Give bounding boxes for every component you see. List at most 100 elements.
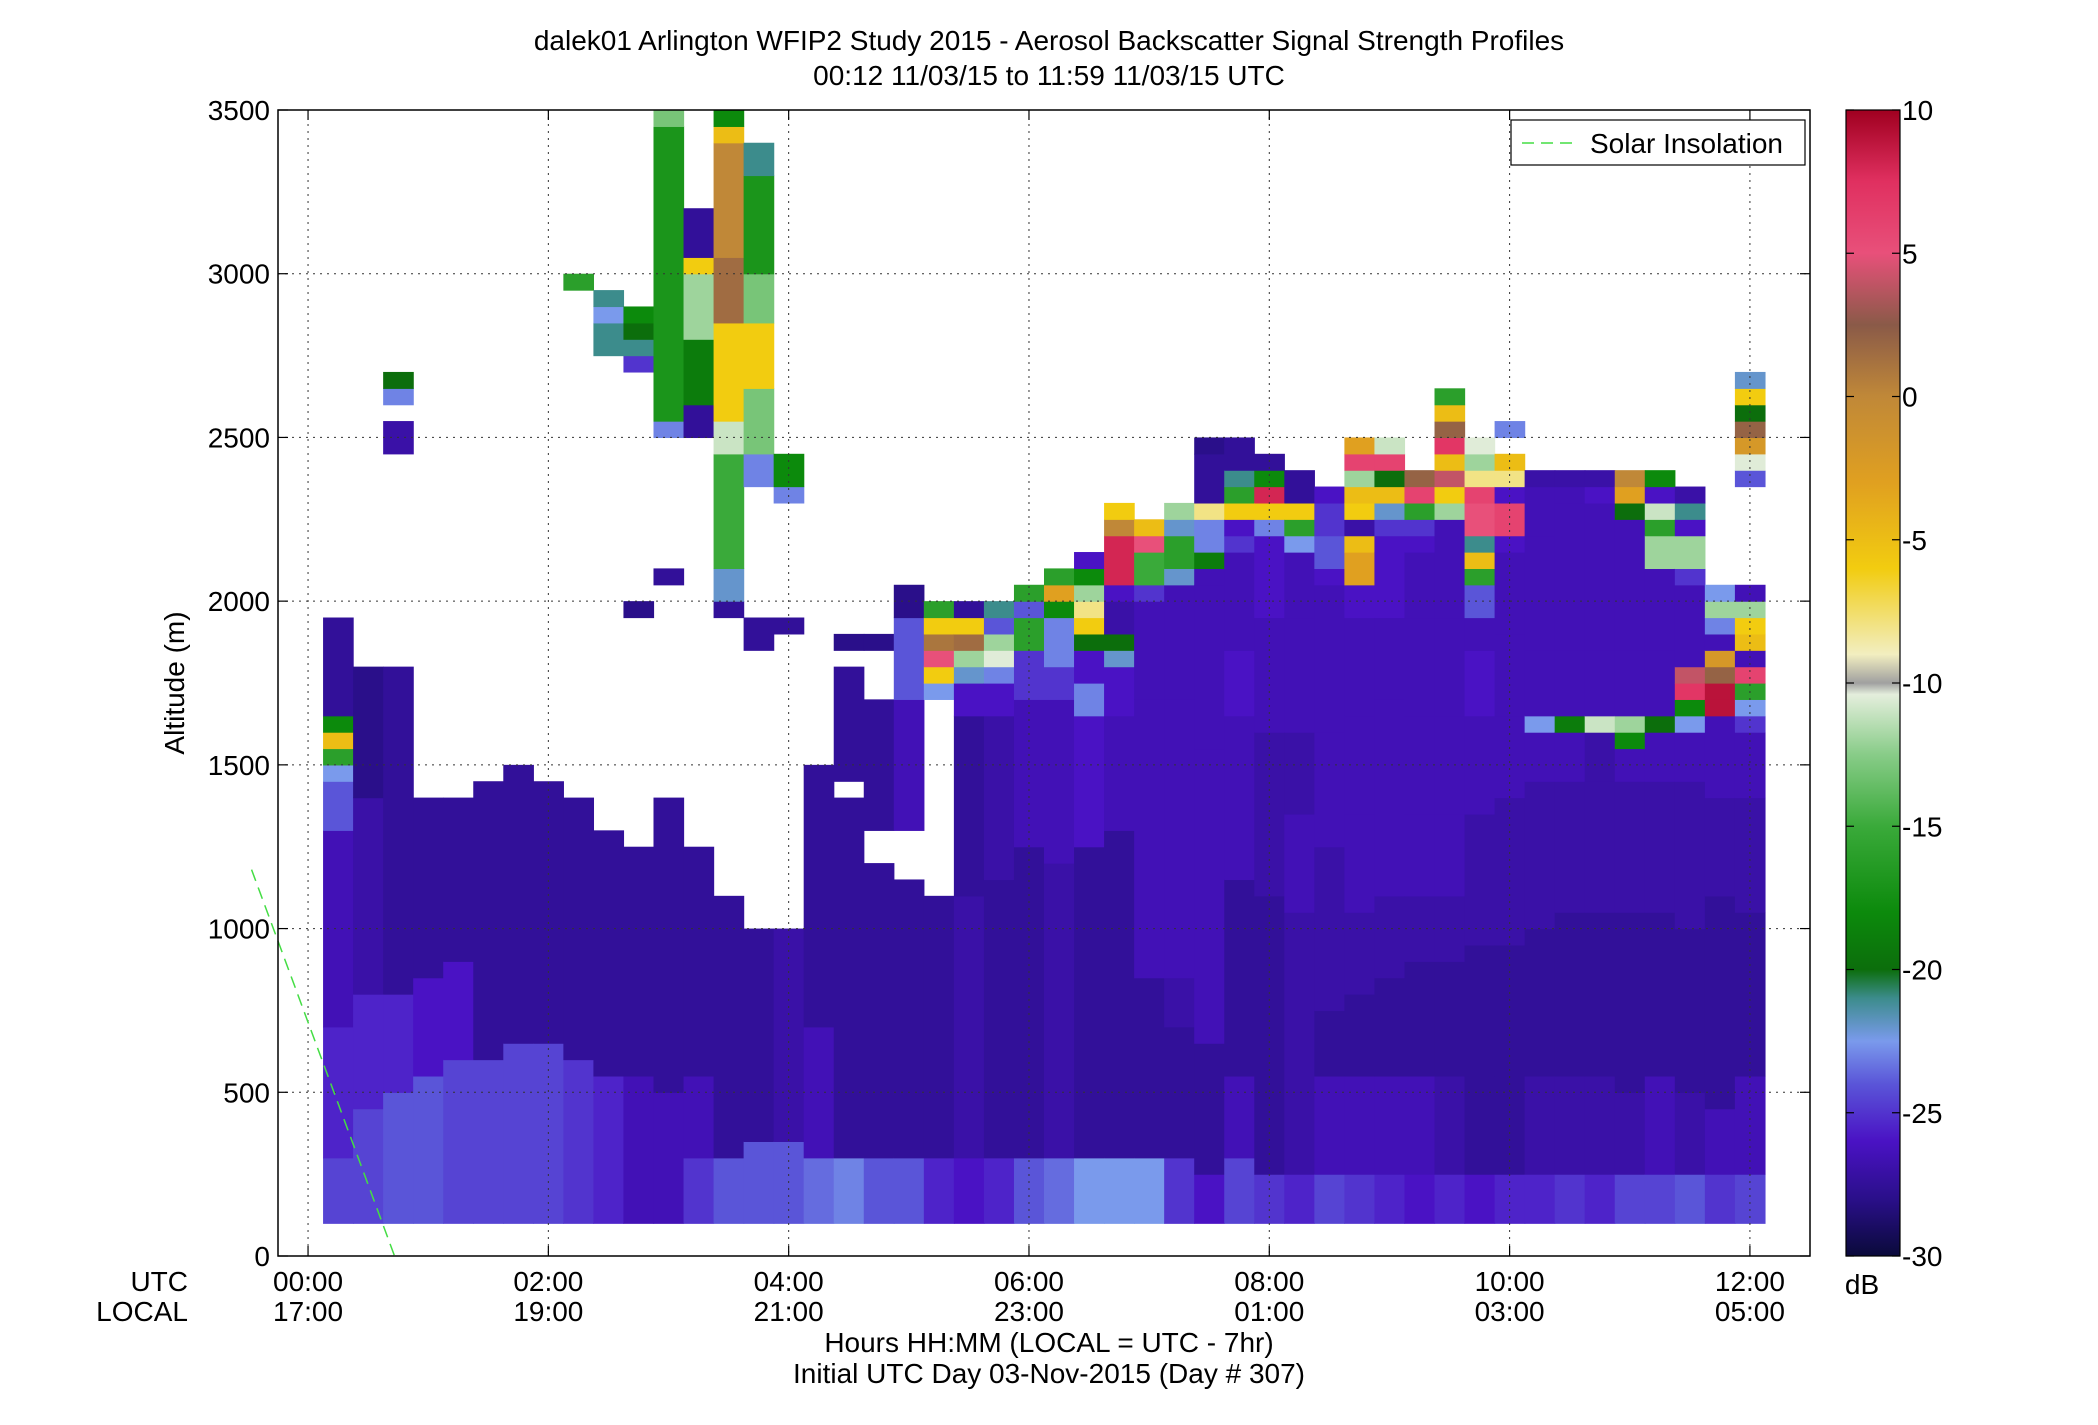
heatmap-cell — [1284, 552, 1315, 619]
heatmap-cell — [1374, 535, 1406, 553]
heatmap-cell — [1464, 502, 1496, 520]
x-tick-label-utc: 04:00 — [754, 1266, 824, 1297]
heatmap-cell — [1434, 453, 1466, 471]
heatmap-cell — [1074, 568, 1105, 586]
heatmap-cell — [713, 142, 745, 258]
heatmap-cell — [1704, 895, 1736, 1110]
heatmap-cell — [1734, 601, 1766, 619]
heatmap-cell — [1614, 781, 1646, 913]
heatmap-cell — [953, 666, 985, 684]
heatmap-cell — [1224, 650, 1255, 717]
heatmap-cell — [1374, 1075, 1406, 1175]
heatmap-cell — [1554, 1075, 1586, 1175]
heatmap-cell — [1554, 912, 1586, 1077]
heatmap-cell — [1194, 748, 1225, 1044]
heatmap-cell — [1464, 535, 1496, 553]
heatmap-cell — [1524, 535, 1556, 651]
heatmap-cell — [443, 961, 474, 1061]
x-axis-label-day: Initial UTC Day 03-Nov-2015 (Day # 307) — [793, 1358, 1305, 1389]
heatmap-cell — [833, 633, 865, 651]
heatmap-cell — [1104, 584, 1135, 602]
heatmap-cell — [353, 1108, 384, 1224]
heatmap-cell — [1704, 633, 1736, 651]
y-tick-label: 3500 — [208, 95, 270, 126]
heatmap-cell — [1584, 1075, 1616, 1175]
heatmap-cell — [743, 142, 775, 177]
heatmap-cell — [923, 650, 955, 668]
heatmap-cell — [683, 846, 715, 1077]
heatmap-cell — [1614, 912, 1646, 1093]
heatmap-cell — [323, 748, 354, 766]
heatmap-cell — [1614, 715, 1646, 733]
heatmap-cell — [533, 781, 564, 1044]
heatmap-cell — [1104, 1157, 1135, 1224]
heatmap-cell — [1194, 437, 1225, 455]
x-axis-row-label-utc: UTC — [130, 1266, 188, 1297]
heatmap-cell — [1074, 552, 1105, 569]
heatmap-cell — [1374, 470, 1406, 488]
heatmap-cell — [773, 617, 805, 635]
heatmap-cell — [1734, 650, 1766, 668]
colorbar-unit-label: dB — [1845, 1269, 1879, 1300]
legend: Solar Insolation — [1510, 119, 1806, 166]
heatmap-cell — [1104, 601, 1135, 635]
colorbar-tick-label: 5 — [1902, 238, 1918, 269]
heatmap-cell — [1524, 1174, 1556, 1224]
heatmap-cell — [1013, 846, 1045, 1159]
y-tick-label: 500 — [223, 1077, 270, 1108]
heatmap-cell — [743, 617, 775, 651]
x-tick-label-local: 17:00 — [273, 1296, 343, 1327]
heatmap-cell — [653, 421, 685, 439]
heatmap-cell — [563, 273, 595, 291]
heatmap-cell — [1284, 813, 1315, 913]
heatmap-cell — [833, 666, 865, 782]
heatmap-cell — [1524, 486, 1556, 537]
heatmap-cell — [923, 895, 955, 1159]
heatmap-cell — [1254, 535, 1285, 619]
heatmap-cell — [1464, 470, 1496, 488]
heatmap-cell — [1344, 1174, 1376, 1224]
y-tick-label: 1500 — [208, 750, 270, 781]
heatmap-cell — [1494, 633, 1526, 717]
heatmap-cell — [683, 208, 715, 258]
heatmap-cell — [623, 601, 655, 619]
heatmap-cell — [623, 339, 655, 357]
heatmap-cell — [1194, 1043, 1225, 1175]
heatmap-cell — [1344, 994, 1376, 1077]
heatmap-cell — [1584, 650, 1616, 717]
x-tick-label-local: 23:00 — [994, 1296, 1064, 1327]
heatmap-cell — [1314, 584, 1345, 733]
heatmap-cell — [1404, 502, 1436, 520]
heatmap-cell — [1224, 879, 1255, 1077]
heatmap-cell — [1614, 1092, 1646, 1175]
heatmap-cell — [713, 110, 745, 127]
heatmap-cell — [1524, 732, 1556, 782]
heatmap-cell — [983, 683, 1015, 717]
heatmap-cell — [1044, 568, 1075, 586]
heatmap-cell — [1674, 486, 1706, 504]
heatmap-cell — [1434, 404, 1466, 422]
x-axis-label: Hours HH:MM (LOCAL = UTC - 7hr) — [824, 1327, 1273, 1358]
heatmap-cell — [803, 764, 835, 1028]
heatmap-cell — [1344, 470, 1376, 488]
heatmap-cell — [1404, 1075, 1436, 1175]
heatmap-cell — [953, 683, 985, 717]
heatmap-cell — [1644, 1174, 1676, 1224]
heatmap-cell — [1734, 732, 1766, 799]
grid-lines — [278, 110, 1810, 1256]
heatmap-cell — [1704, 1108, 1736, 1175]
heatmap-cell — [1494, 944, 1526, 1077]
heatmap-cell — [1284, 912, 1315, 1093]
heatmap-cell — [1554, 1174, 1586, 1224]
heatmap-cell — [683, 257, 715, 275]
colorbar-tick-label: -30 — [1902, 1241, 1942, 1272]
heatmap-cell — [1404, 470, 1436, 488]
heatmap-cell — [1704, 715, 1736, 799]
heatmap-cell — [1524, 781, 1556, 930]
heatmap-cell — [593, 1075, 625, 1224]
heatmap-cell — [1314, 568, 1345, 586]
heatmap-cell — [1134, 519, 1165, 537]
heatmap-cell — [1224, 437, 1255, 471]
